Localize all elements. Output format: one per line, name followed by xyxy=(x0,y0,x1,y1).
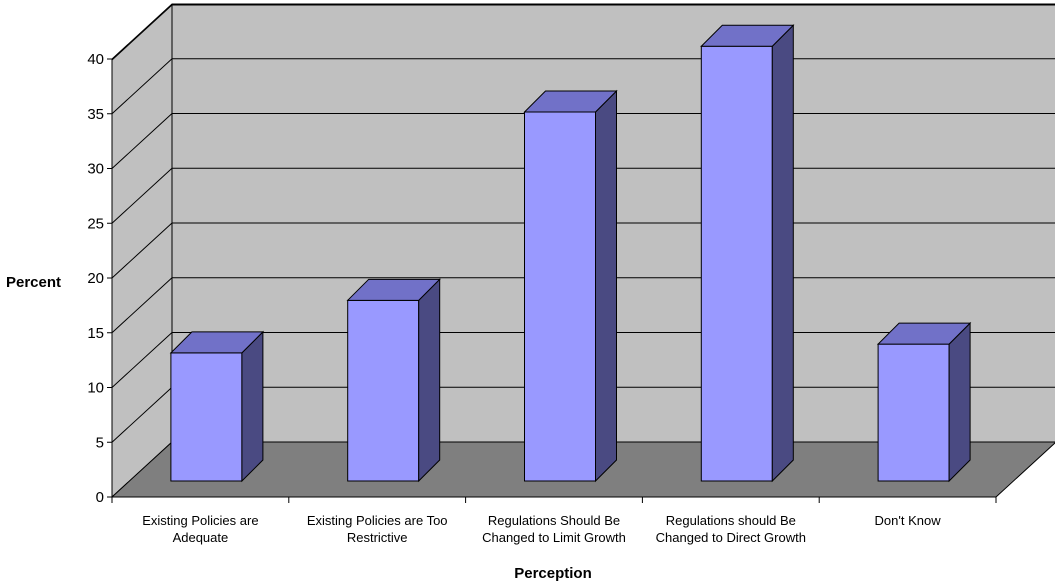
bar-front xyxy=(700,45,773,482)
x-tick-label: Regulations should Be Changed to Direct G… xyxy=(656,513,806,545)
bar-side xyxy=(595,89,617,483)
y-tick-label: 5 xyxy=(96,434,104,451)
x-axis-title: Perception xyxy=(514,565,592,582)
x-tick-label-line: Existing Policies are xyxy=(142,513,258,528)
bar-front xyxy=(877,343,950,482)
x-tick-label-line: Existing Policies are Too xyxy=(307,513,448,528)
bar xyxy=(169,330,265,483)
bar xyxy=(346,278,441,483)
bar-top xyxy=(876,322,972,345)
bar-side xyxy=(771,24,794,483)
bar-side xyxy=(241,330,264,483)
x-tick-label-line: Changed to Direct Growth xyxy=(656,530,806,545)
x-tick-label: Existing Policies are Too Restrictive xyxy=(307,513,448,545)
x-tick-label-line: Restrictive xyxy=(347,530,408,545)
bar-front xyxy=(524,111,596,482)
bar-top xyxy=(169,331,265,354)
bar-front xyxy=(347,299,420,482)
bar xyxy=(876,321,972,483)
y-axis: 0 5 10 15 20 25 30 35 40 xyxy=(87,51,113,506)
y-tick-label: 10 xyxy=(87,380,104,397)
y-tick-label: 20 xyxy=(87,270,104,287)
gridline xyxy=(111,3,1055,60)
x-tick-label-line: Adequate xyxy=(173,530,229,545)
x-tick-label-line: Regulations should Be xyxy=(666,513,796,528)
bar-top xyxy=(346,278,441,301)
x-tick-label-line: Don't Know xyxy=(875,513,942,528)
bar-top xyxy=(700,24,795,47)
bar xyxy=(700,24,795,483)
bar-side xyxy=(948,321,971,483)
y-tick-label: 25 xyxy=(87,215,104,232)
y-tick-label: 40 xyxy=(87,51,104,68)
bar-top xyxy=(523,90,618,113)
y-tick-label: 0 xyxy=(96,489,104,506)
x-tick-label: Regulations Should Be Changed to Limit Gr… xyxy=(482,513,626,545)
y-tick-label: 15 xyxy=(87,325,104,342)
x-tick-label-line: Changed to Limit Growth xyxy=(482,530,626,545)
bars xyxy=(169,24,972,483)
x-tick-label: Existing Policies are Adequate xyxy=(142,513,258,545)
bar-front xyxy=(170,352,243,482)
y-axis-title: Percent xyxy=(6,274,61,291)
x-tick-label: Don't Know xyxy=(875,513,942,528)
x-tick-label-line: Regulations Should Be xyxy=(488,513,620,528)
bar-side xyxy=(418,278,441,483)
y-tick-label: 35 xyxy=(87,106,104,123)
bar xyxy=(523,89,618,483)
y-tick-label: 30 xyxy=(87,161,104,178)
